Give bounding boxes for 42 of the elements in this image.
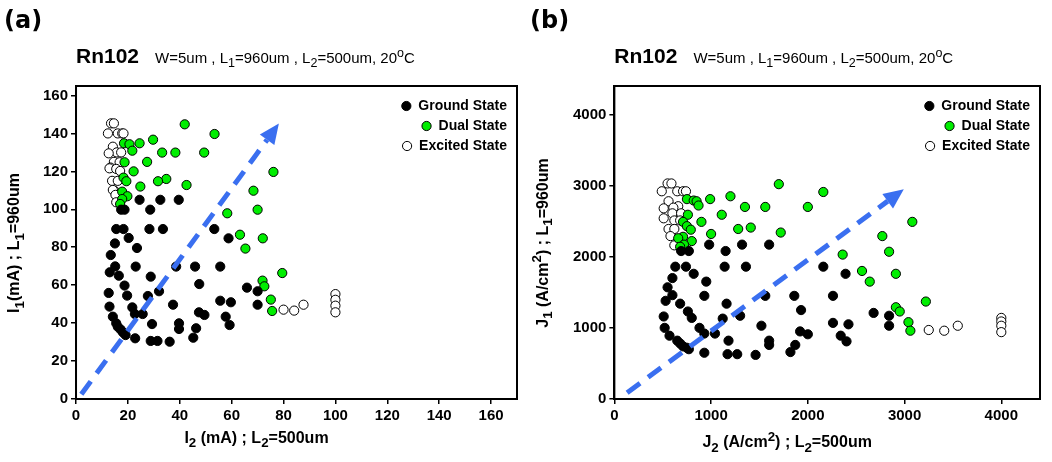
x-tick-label: 0	[610, 406, 619, 424]
chart-subtitle: W=5um , L$_{1}$=960um , L$_{2}$=500um, 20$^{o}$C	[155, 46, 415, 70]
x-tick-label: 140	[426, 406, 452, 424]
x-tick-label: 60	[223, 406, 241, 424]
chart-title: Rn102	[76, 44, 140, 67]
x-tick-label: 1000	[694, 406, 728, 424]
y-tick-label: 3000	[572, 175, 607, 193]
y-tick-label: 140	[43, 123, 69, 141]
x-tick-label: 20	[119, 406, 137, 424]
x-tick-label: 80	[275, 406, 292, 424]
x-tick-label: 100	[322, 406, 348, 424]
legend-label: Ground State	[418, 96, 508, 113]
legend-label: Ground State	[941, 96, 1031, 113]
x-tick-label: 4000	[984, 406, 1018, 424]
x-tick-label: 120	[374, 406, 400, 424]
y-tick-label: 0	[598, 389, 607, 407]
chart-title: Rn102	[614, 44, 678, 67]
x-tick-label: 0	[71, 406, 81, 424]
y-tick-label: 0	[59, 389, 69, 407]
x-axis-title: I$_{2}$ (mA) ; L$_{2}$=500um	[184, 429, 329, 451]
x-axis-title: J$_{2}$ (A/cm$^{2}$) ; L$_{2}$=500um	[702, 429, 872, 455]
y-tick-label: 120	[43, 161, 69, 179]
x-tick-label: 160	[478, 406, 504, 424]
x-tick-label: 3000	[887, 406, 922, 424]
legend-label: Excited State	[419, 136, 508, 153]
y-tick-label: 1000	[572, 318, 607, 335]
text: (a)	[4, 6, 43, 34]
legend-label: Excited State	[942, 136, 1031, 153]
y-tick-label: 40	[51, 313, 69, 331]
y-tick-label: 2000	[572, 246, 607, 264]
x-tick-label: 40	[171, 406, 189, 424]
legend-label: Dual State	[961, 116, 1031, 133]
chart-subtitle: W=5um , L$_{1}$=960um , L$_{2}$=500um, 20$^{o}$C	[693, 46, 954, 70]
x-tick-label: 2000	[791, 406, 825, 424]
y-tick-label: 4000	[572, 104, 607, 122]
y-tick-label: 100	[43, 199, 69, 217]
y-tick-label: 80	[51, 237, 69, 255]
y-tick-label: 160	[43, 85, 69, 103]
y-tick-label: 60	[51, 275, 69, 293]
y-tick-label: 20	[51, 351, 69, 369]
legend-label: Dual State	[438, 116, 508, 133]
text: (b)	[530, 6, 570, 34]
